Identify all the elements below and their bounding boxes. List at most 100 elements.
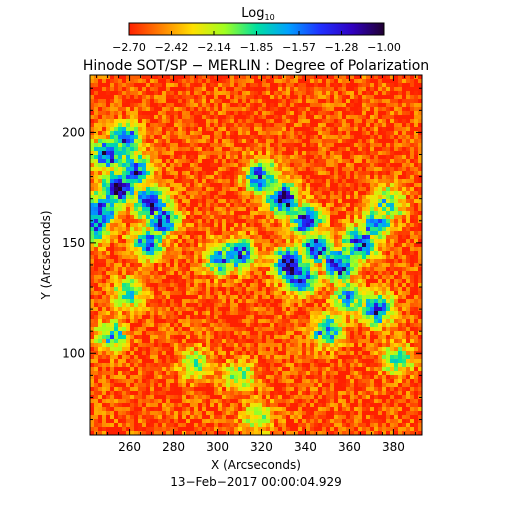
heatmap-cell [222,223,227,228]
heatmap-cell [210,219,215,224]
heatmap-cell [390,195,395,200]
heatmap-cell [302,263,307,268]
heatmap-cell [118,235,123,240]
heatmap-cell [202,143,207,148]
heatmap-cell [122,147,127,152]
heatmap-cell [230,99,235,104]
heatmap-cell [234,215,239,220]
heatmap-cell [346,231,351,236]
heatmap-cell [186,299,191,304]
heatmap-cell [242,139,247,144]
heatmap-cell [370,83,375,88]
heatmap-cell [206,227,211,232]
heatmap-cell [246,295,251,300]
heatmap-cell [334,287,339,292]
heatmap-cell [406,223,411,228]
heatmap-cell [178,299,183,304]
heatmap-cell [170,267,175,272]
heatmap-cell [102,207,107,212]
heatmap-cell [102,147,107,152]
heatmap-cell [146,271,151,276]
heatmap-cell [350,215,355,220]
heatmap-cell [318,259,323,264]
heatmap-cell [410,255,415,260]
heatmap-cell [178,199,183,204]
heatmap-cell [146,235,151,240]
heatmap-cell [218,279,223,284]
heatmap-cell [350,279,355,284]
heatmap-cell [230,175,235,180]
heatmap-cell [402,279,407,284]
heatmap-cell [394,167,399,172]
heatmap-cell [294,95,299,100]
heatmap-cell [310,107,315,112]
heatmap-cell [398,195,403,200]
heatmap-cell [346,255,351,260]
heatmap-cell [238,183,243,188]
heatmap-cell [298,223,303,228]
heatmap-cell [90,311,95,316]
heatmap-cell [210,207,215,212]
heatmap-cell [106,239,111,244]
heatmap-cell [230,199,235,204]
heatmap-cell [274,279,279,284]
heatmap-cell [130,175,135,180]
heatmap-cell [254,199,259,204]
heatmap-cell [290,147,295,152]
heatmap-cell [166,175,171,180]
heatmap-cell [310,143,315,148]
heatmap-cell [366,139,371,144]
heatmap-cell [170,75,175,80]
heatmap-cell [174,291,179,296]
heatmap-cell [294,283,299,288]
heatmap-cell [254,223,259,228]
heatmap-cell [250,155,255,160]
heatmap-cell [114,95,119,100]
heatmap-cell [390,203,395,208]
heatmap-cell [234,123,239,128]
heatmap-cell [166,231,171,236]
heatmap-cell [378,215,383,220]
heatmap-cell [206,99,211,104]
heatmap-cell [286,251,291,256]
heatmap-cell [146,159,151,164]
heatmap-cell [170,131,175,136]
heatmap-cell [106,199,111,204]
heatmap-cell [318,167,323,172]
heatmap-cell [206,107,211,112]
heatmap-cell [186,251,191,256]
heatmap-cell [406,75,411,80]
heatmap-cell [338,251,343,256]
heatmap-cell [194,195,199,200]
heatmap-cell [122,95,127,100]
heatmap-cell [170,111,175,116]
heatmap-cell [386,175,391,180]
heatmap-cell [326,307,331,312]
heatmap-cell [142,223,147,228]
heatmap-cell [282,287,287,292]
heatmap-cell [250,99,255,104]
heatmap-cell [302,135,307,140]
heatmap-cell [246,247,251,252]
heatmap-cell [370,79,375,84]
heatmap-cell [106,283,111,288]
heatmap-cell [262,239,267,244]
heatmap-cell [214,171,219,176]
heatmap-cell [178,267,183,272]
heatmap-cell [126,259,131,264]
heatmap-cell [142,199,147,204]
heatmap-cell [386,95,391,100]
heatmap-cell [266,103,271,108]
heatmap-cell [218,295,223,300]
heatmap-cell [166,223,171,228]
heatmap-cell [302,251,307,256]
heatmap-cell [326,95,331,100]
heatmap-cell [126,139,131,144]
heatmap-cell [334,235,339,240]
heatmap-cell [134,199,139,204]
heatmap-cell [230,151,235,156]
heatmap-cell [210,111,215,116]
heatmap-cell [102,139,107,144]
heatmap-cell [222,83,227,88]
heatmap-cell [266,235,271,240]
